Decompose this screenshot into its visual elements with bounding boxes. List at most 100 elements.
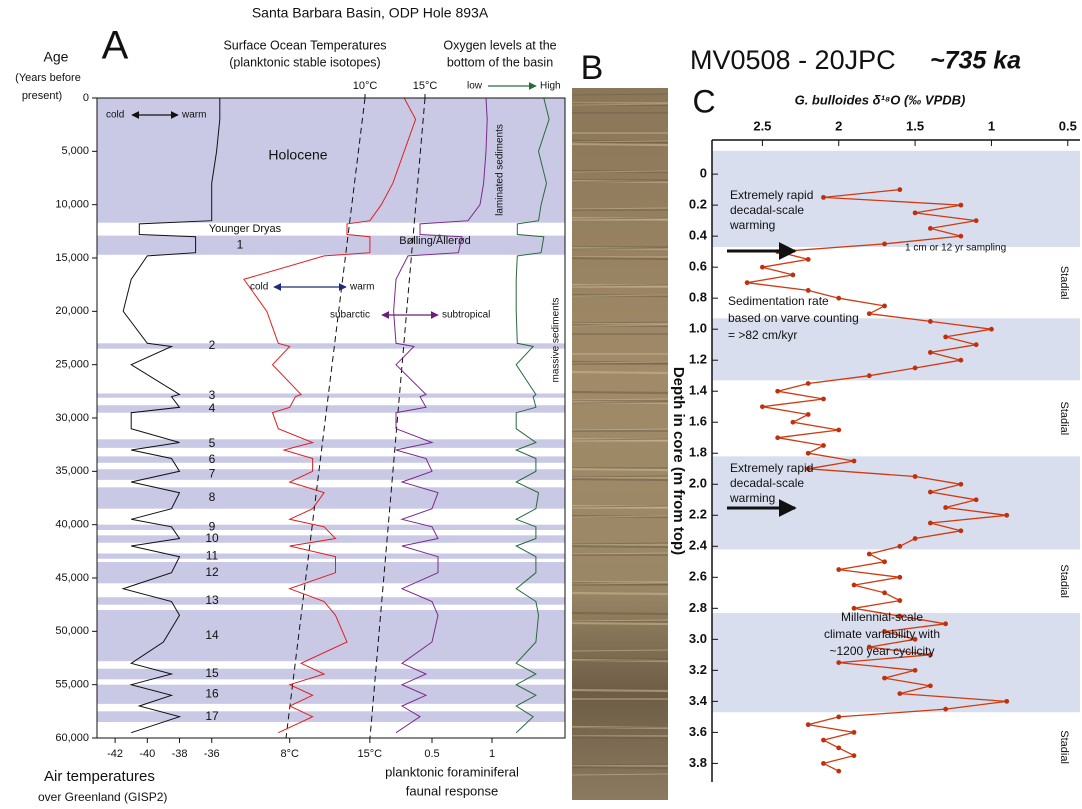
isotope-point — [821, 737, 826, 743]
axis-title: over Greenland (GISP2) — [38, 790, 167, 804]
direction-label: subarctic — [330, 310, 370, 321]
panel-label: C — [692, 83, 715, 119]
y-tick-label: 2.6 — [689, 569, 707, 584]
isotope-point — [821, 760, 826, 766]
isotope-point — [744, 280, 750, 286]
y-tick-label: 25,000 — [55, 359, 89, 371]
isotope-point — [805, 412, 811, 417]
isotope-point — [1004, 512, 1010, 518]
x-axis-title: G. bulloides δ¹⁸O (‰ VPDB) — [795, 92, 966, 107]
lamina — [571, 696, 669, 699]
isotope-point — [1004, 698, 1010, 704]
panel-title: MV0508 - 20JPC — [690, 45, 896, 75]
isotope-point — [805, 257, 811, 262]
direction-label: cold — [106, 110, 124, 121]
interval-band — [97, 711, 565, 722]
annotation: = >82 cm/kyr — [728, 328, 797, 342]
isotope-point — [958, 202, 964, 208]
y-tick-label: 2.2 — [689, 507, 707, 522]
lamina — [571, 688, 669, 693]
isotope-point — [927, 683, 933, 689]
interval-band — [97, 469, 565, 480]
y-tick-label: 2.8 — [689, 600, 707, 615]
interstadial-number: 2 — [209, 338, 216, 352]
track-line — [121, 98, 221, 734]
isotope-point — [882, 559, 887, 565]
isotope-point — [836, 567, 842, 572]
lamina — [571, 207, 669, 210]
y-tick-label: 60,000 — [55, 732, 89, 744]
x-tick-label: -36 — [204, 748, 220, 760]
lamina — [571, 398, 669, 401]
scale-label: High — [540, 81, 561, 92]
isotope-point — [866, 644, 872, 650]
panel-label: B — [581, 49, 604, 87]
isotope-point — [851, 458, 857, 464]
isotope-point — [836, 745, 842, 751]
annotation: Extremely rapid — [730, 188, 813, 202]
y-tick-label: 40,000 — [55, 519, 89, 531]
x2-tick-label: 10°C — [353, 80, 378, 92]
x-tick-label: 0.5 — [1059, 118, 1077, 133]
x-tick-label: 2 — [835, 118, 842, 133]
isotope-point — [897, 691, 903, 697]
lamina — [571, 591, 669, 596]
y-tick-label: 0 — [700, 166, 707, 181]
isotope-point — [805, 288, 811, 293]
isotope-point — [759, 264, 765, 270]
interval-name: Younger Dryas — [209, 223, 282, 235]
isotope-point — [836, 768, 842, 774]
isotope-point — [821, 443, 826, 448]
isotope-point — [882, 303, 887, 309]
isotope-point — [912, 474, 918, 479]
interval-band — [97, 235, 565, 255]
lamina — [571, 467, 669, 472]
isotope-point — [943, 706, 949, 712]
lamina — [571, 649, 669, 652]
isotope-line — [746, 188, 1007, 772]
track-line — [514, 97, 550, 734]
y-tick-label: 0.4 — [689, 228, 708, 243]
track-header: Oxygen levels at the — [443, 38, 556, 52]
isotope-point — [943, 621, 949, 627]
interval-band — [97, 439, 565, 448]
y-tick-label: 0.6 — [689, 259, 707, 274]
lamina — [571, 773, 669, 776]
x-tick-label: -42 — [107, 748, 123, 760]
isotope-point — [805, 722, 811, 728]
interstadial-number: 12 — [205, 565, 219, 579]
track-header: Surface Ocean Temperatures — [223, 38, 386, 52]
lamina — [571, 324, 669, 327]
lamina — [571, 763, 669, 766]
x-tick-label: 1 — [988, 118, 995, 133]
isotope-point — [882, 590, 887, 596]
lamina — [571, 103, 669, 106]
annotation: ~1200 year cyclicity — [829, 644, 934, 658]
y-tick-label: 1.2 — [689, 352, 707, 367]
y-tick-label: 0 — [83, 92, 89, 104]
isotope-point — [897, 574, 903, 580]
panel-label: A — [102, 24, 129, 68]
isotope-point — [775, 435, 781, 441]
x-tick-label: 0.5 — [424, 748, 439, 760]
axis-title: planktonic foraminiferal — [385, 764, 519, 779]
lamina — [571, 142, 669, 147]
isotope-point — [759, 404, 765, 410]
y-tick-label: 30,000 — [55, 412, 89, 424]
isotope-point — [897, 543, 903, 549]
isotope-point — [912, 667, 918, 673]
isotope-point — [927, 225, 933, 231]
isotope-point — [805, 450, 811, 456]
annotation: climate variability with — [824, 627, 940, 641]
lamina — [571, 294, 669, 297]
interstadial-number: 8 — [209, 490, 216, 504]
isotope-point — [805, 466, 811, 472]
y-tick-label: 3.4 — [689, 693, 708, 708]
interval-band — [97, 393, 565, 398]
isotope-point — [943, 334, 949, 340]
annotation: Extremely rapid — [730, 461, 813, 475]
track-line — [243, 97, 417, 734]
isotope-point — [927, 489, 933, 495]
isotope-point — [927, 652, 933, 658]
interval-name: Holocene — [268, 147, 327, 163]
